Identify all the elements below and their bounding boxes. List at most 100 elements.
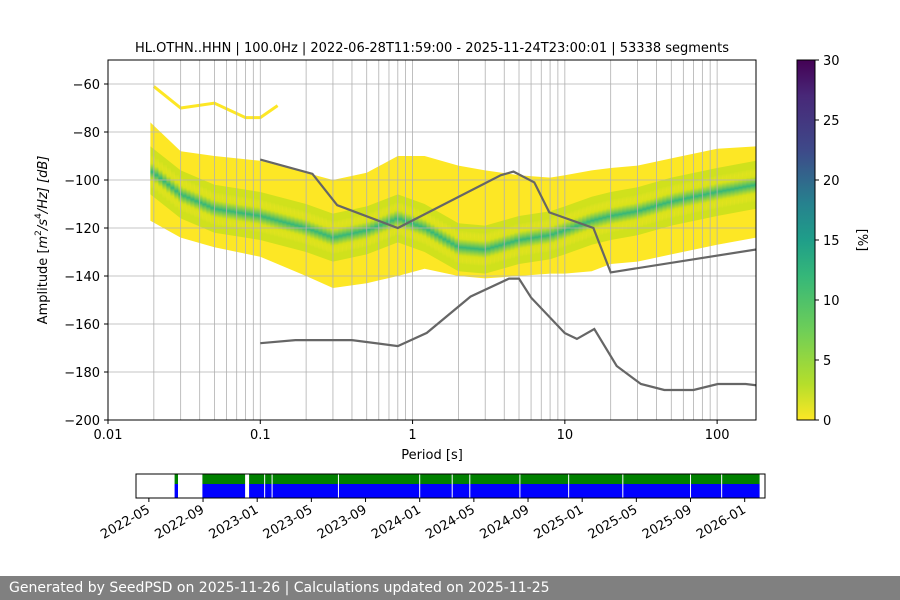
y-axis-label: Amplitude [m2/s4/Hz] [dB] xyxy=(34,156,51,325)
psd-mode-strip xyxy=(558,215,563,249)
psd-mode-strip xyxy=(662,186,667,221)
psd-mode-strip xyxy=(550,217,555,252)
psd-mode-strip xyxy=(690,180,695,214)
y-tick-label: −60 xyxy=(73,78,100,93)
psd-mode-strip xyxy=(538,219,543,254)
psd-mode-strip xyxy=(742,170,747,204)
psd-mode-strip xyxy=(622,196,627,231)
psd-mode-strip xyxy=(514,223,519,258)
y-tick-label: −120 xyxy=(64,222,100,237)
psd-mode-strip xyxy=(398,202,403,237)
psd-mode-strip xyxy=(438,220,443,254)
psd-mode-strip xyxy=(574,209,579,243)
psd-mode-strip xyxy=(318,216,323,250)
psd-mode-strip xyxy=(338,219,343,253)
timeline-tick-label: 2023-05 xyxy=(261,502,316,542)
psd-mode-strip xyxy=(326,219,331,253)
x-tick-label: 100 xyxy=(705,428,730,443)
psd-mode-strip xyxy=(670,184,675,219)
x-tick-label: 0.1 xyxy=(250,428,271,443)
colorbar-tick-label: 10 xyxy=(823,294,840,309)
psd-mode-strip xyxy=(554,216,559,250)
grid xyxy=(108,60,756,420)
psd-mode-strip xyxy=(490,230,495,265)
psd-mode-strip xyxy=(310,213,315,248)
timeline-coverage-lower xyxy=(202,484,246,498)
psd-mode-strip xyxy=(282,205,287,240)
psd-mode-strip xyxy=(266,201,271,235)
y-label-prefix: Amplitude [ xyxy=(36,248,51,324)
psd-mode-strip xyxy=(270,202,275,236)
psd-mode-strip xyxy=(314,214,319,249)
psd-mode-strip xyxy=(414,208,419,242)
psd-mode-strip xyxy=(462,230,467,265)
psd-mode-strip xyxy=(746,169,751,203)
psd-mode-strip xyxy=(614,198,619,232)
y-label-m: m xyxy=(36,236,51,249)
timeline-tick-label: 2024-09 xyxy=(477,502,532,542)
psd-mode-strip xyxy=(442,222,447,257)
timeline-coverage-lower xyxy=(249,484,760,498)
psd-mode-strip xyxy=(394,202,399,236)
footer-text: Generated by SeedPSD on 2025-11-26 | Cal… xyxy=(9,580,550,596)
timeline-tick-label: 2026-01 xyxy=(694,502,749,542)
psd-mode-strip xyxy=(170,171,175,205)
psd-mode-strip xyxy=(734,171,739,206)
chart-title: HL.OTHN..HHN | 100.0Hz | 2022-06-28T11:5… xyxy=(135,41,729,56)
psd-mode-strip xyxy=(150,155,155,189)
psd-mode-strip xyxy=(682,182,687,216)
psd-mode-strip xyxy=(630,195,635,229)
psd-mode-strip xyxy=(374,209,379,244)
psd-mode-strip xyxy=(494,229,499,264)
psd-mode-strip xyxy=(586,205,591,239)
y-tick-label: −200 xyxy=(64,414,100,429)
psd-mode-strip xyxy=(450,227,455,261)
psd-mode-strip xyxy=(674,183,679,218)
y-label-s: /s xyxy=(36,219,51,231)
psd-mode-strip xyxy=(466,231,471,265)
psd-mode-strip xyxy=(198,186,203,220)
colorbar-tick-label: 25 xyxy=(823,114,840,129)
y-axis-ticks: −60 −80 −100 −120 −140 −160 −180 −200 xyxy=(64,78,108,429)
psd-mode-strip xyxy=(274,203,279,237)
colorbar-tick-label: 20 xyxy=(823,174,840,189)
psd-mode-strip xyxy=(750,168,755,203)
psd-mode-strip xyxy=(658,187,663,222)
psd-mode-strip xyxy=(262,200,267,234)
psd-mode-strip xyxy=(706,177,711,211)
psd-mode-strip xyxy=(194,184,199,218)
psd-mode-strip xyxy=(230,194,235,229)
psd-mode-strip xyxy=(174,174,179,208)
psd-mode-strip xyxy=(202,187,207,222)
psd-mode-strip xyxy=(154,158,159,192)
y-tick-label: −140 xyxy=(64,270,100,285)
psd-mode-strip xyxy=(602,200,607,235)
y-tick-label: −160 xyxy=(64,318,100,333)
timeline-coverage-upper xyxy=(174,474,178,484)
colorbar: 0 5 10 15 20 25 30 [%] xyxy=(796,54,869,429)
psd-mode-strip xyxy=(686,181,691,215)
psd-mode-strip xyxy=(642,192,647,226)
psd-mode-strip xyxy=(238,196,243,230)
x-axis-ticks: 0.01 0.1 1 10 100 xyxy=(94,420,730,443)
psd-mode-strip xyxy=(378,208,383,242)
psd-mode-strip xyxy=(594,202,599,237)
psd-mode-strip xyxy=(402,204,407,238)
psd-mode-strip xyxy=(210,191,215,225)
psd-mode-strip xyxy=(446,224,451,259)
psd-mode-strip xyxy=(518,223,523,257)
psd-mode-strip xyxy=(482,232,487,267)
timeline-coverage-upper xyxy=(249,474,760,484)
psd-mode-strip xyxy=(298,209,303,244)
psd-mode-strip xyxy=(502,227,507,261)
figure: HL.OTHN..HHN | 100.0Hz | 2022-06-28T11:5… xyxy=(34,41,869,543)
colorbar-tick-label: 15 xyxy=(823,234,840,249)
colorbar-tick-label: 0 xyxy=(823,414,831,429)
psd-mode-strip xyxy=(590,203,595,238)
psd-mode-strip xyxy=(426,213,431,247)
psd-mode-strip xyxy=(458,230,463,265)
psd-mode-strip xyxy=(190,182,195,217)
psd-mode-strip xyxy=(418,209,423,244)
psd-high-trace xyxy=(152,85,279,120)
psd-mode-strip xyxy=(434,217,439,252)
